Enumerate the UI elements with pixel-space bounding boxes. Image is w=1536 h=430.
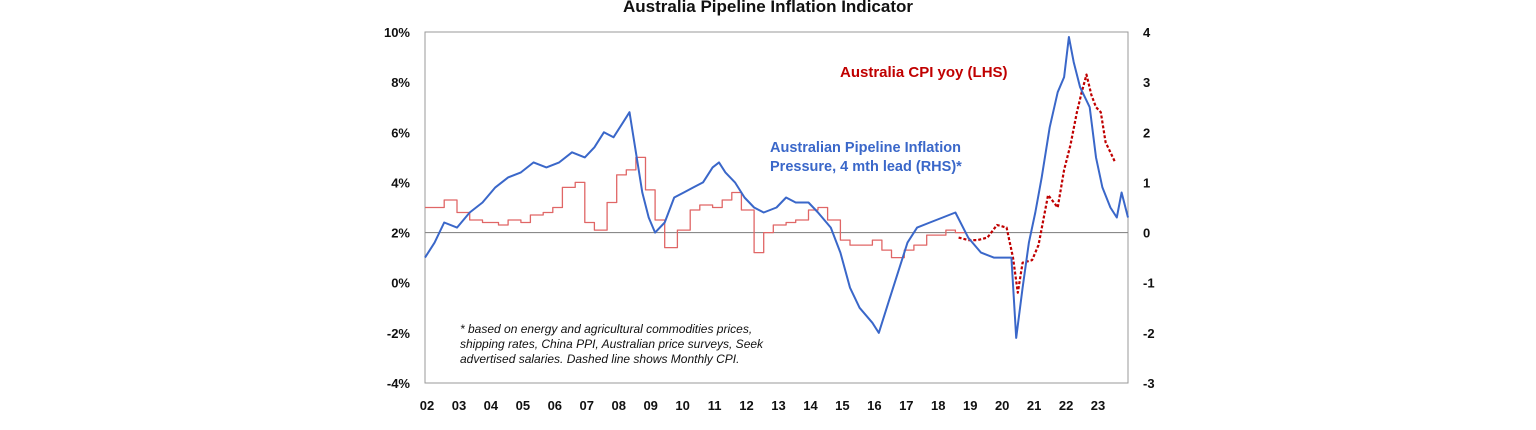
- x-tick-label: 12: [739, 398, 753, 413]
- series-line-0: [425, 156, 965, 259]
- x-tick-label: 05: [516, 398, 530, 413]
- series-line-2: [424, 36, 1129, 339]
- y-right-tick-label: -1: [1143, 276, 1155, 291]
- x-tick-label: 15: [835, 398, 849, 413]
- x-tick-label: 08: [611, 398, 625, 413]
- x-tick-label: 19: [963, 398, 977, 413]
- x-tick-label: 09: [643, 398, 657, 413]
- x-tick-label: 20: [995, 398, 1009, 413]
- y-right-tick-label: 2: [1143, 125, 1150, 140]
- cpi-series-label: Australia CPI yoy (LHS): [840, 64, 1008, 81]
- x-tick-label: 03: [452, 398, 466, 413]
- y-left-tick-label: 2%: [391, 226, 410, 241]
- y-right-tick-label: -3: [1143, 376, 1155, 391]
- x-tick-label: 02: [420, 398, 434, 413]
- pipeline-series-label-line1: Australian Pipeline Inflation: [770, 140, 961, 156]
- x-tick-label: 22: [1059, 398, 1073, 413]
- chart-title: Australia Pipeline Inflation Indicator: [623, 0, 913, 16]
- footnote-line1: * based on energy and agricultural commo…: [460, 322, 752, 336]
- x-tick-label: 06: [548, 398, 562, 413]
- x-tick-label: 18: [931, 398, 945, 413]
- x-tick-label: 14: [803, 398, 818, 413]
- y-left-tick-label: 6%: [391, 125, 410, 140]
- y-left-tick-label: -4%: [387, 376, 411, 391]
- x-tick-label: 23: [1091, 398, 1105, 413]
- series-line-1: [958, 73, 1117, 294]
- y-right-tick-label: 1: [1143, 175, 1150, 190]
- x-tick-label: 13: [771, 398, 785, 413]
- x-tick-label: 04: [484, 398, 499, 413]
- x-tick-label: 16: [867, 398, 881, 413]
- y-left-tick-label: 10%: [384, 25, 410, 40]
- y-left-tick-label: 4%: [391, 175, 410, 190]
- y-right-tick-label: -2: [1143, 326, 1155, 341]
- footnote-line2: shipping rates, China PPI, Australian pr…: [460, 337, 764, 351]
- x-tick-label: 10: [675, 398, 689, 413]
- x-tick-label: 21: [1027, 398, 1041, 413]
- y-right-tick-label: 3: [1143, 75, 1150, 90]
- y-left-tick-label: -2%: [387, 326, 411, 341]
- x-tick-label: 11: [708, 398, 722, 413]
- x-tick-label: 07: [580, 398, 594, 413]
- y-right-tick-label: 0: [1143, 226, 1150, 241]
- pipeline-series-label-line2: Pressure, 4 mth lead (RHS)*: [770, 159, 962, 175]
- footnote-line3: advertised salaries. Dashed line shows M…: [460, 352, 739, 366]
- y-left-tick-label: 0%: [391, 276, 410, 291]
- y-left-tick-label: 8%: [391, 75, 410, 90]
- x-tick-label: 17: [899, 398, 913, 413]
- y-right-tick-label: 4: [1143, 25, 1151, 40]
